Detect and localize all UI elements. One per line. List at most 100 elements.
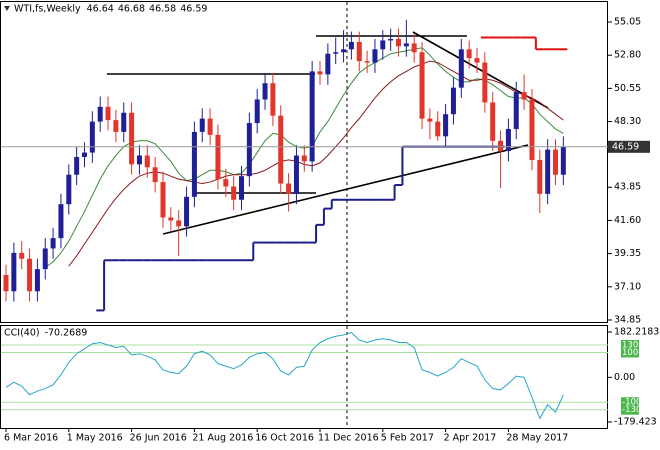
y-tick-label: 37.10	[614, 281, 641, 292]
candle-body	[27, 258, 33, 292]
candle-body	[19, 252, 25, 259]
x-tick-label: 6 Mar 2016	[4, 433, 58, 444]
x-tick-label: 26 Jun 2016	[130, 433, 187, 444]
candle-body	[317, 71, 323, 75]
cci-level-box	[621, 397, 639, 408]
current-price-label: 46.59	[612, 141, 639, 152]
candle-body	[427, 118, 433, 122]
ohlc-value: 46.59	[180, 4, 207, 15]
cci-level-box	[621, 404, 639, 415]
y-tick-label: -179.423	[614, 417, 657, 428]
candle-body	[309, 71, 315, 162]
candle-body	[152, 167, 158, 183]
ohlc-value: 46.64	[87, 4, 114, 15]
y-tick-label: 48.30	[614, 116, 641, 127]
x-tick-label: 16 Oct 2016	[255, 433, 314, 444]
candle-body	[419, 52, 425, 119]
y-tick-label: 50.55	[614, 83, 641, 94]
candle-body	[121, 112, 127, 132]
y-tick-label: 52.80	[614, 50, 641, 61]
y-tick-label: 41.60	[614, 215, 641, 226]
cci-level-box	[621, 347, 639, 358]
candle-body	[199, 118, 205, 132]
candle-body	[105, 106, 111, 121]
candle-body	[325, 53, 331, 75]
candle-body	[364, 61, 370, 63]
candle-body	[348, 41, 354, 50]
candle-body	[278, 115, 284, 184]
candle-body	[207, 118, 213, 135]
candle-body	[458, 49, 464, 88]
candle-body	[356, 41, 362, 62]
cci-panel	[0, 325, 608, 429]
candle-body	[372, 49, 378, 63]
candle-body	[184, 196, 190, 227]
candle-body	[537, 159, 543, 194]
candle-body	[466, 49, 472, 59]
cci-value: -70.2689	[45, 328, 88, 339]
ohlc-value: 46.68	[118, 4, 145, 15]
candle-body	[246, 123, 252, 177]
candle-body	[176, 220, 182, 227]
candle-body	[231, 186, 237, 200]
candle-body	[396, 38, 401, 47]
candle-body	[191, 131, 197, 197]
candle-body	[113, 120, 119, 132]
candle-body	[270, 83, 276, 116]
cci-level-label: -100	[622, 398, 641, 408]
candle-body	[66, 174, 72, 205]
y-tick-label: 39.35	[614, 248, 641, 259]
candle-body	[341, 49, 347, 53]
x-tick-label: 21 Aug 2016	[192, 433, 253, 444]
candle-body	[474, 58, 480, 63]
current-price-box	[608, 140, 650, 153]
x-tick-label: 1 May 2016	[67, 433, 123, 444]
y-tick-label: 0.00	[614, 372, 635, 383]
x-tick-label: 5 Feb 2017	[381, 433, 434, 444]
candle-body	[34, 269, 40, 292]
x-tick-label: 11 Dec 2016	[318, 433, 379, 444]
candle-body	[262, 83, 268, 100]
candle-body	[521, 92, 527, 100]
candle-body	[82, 152, 87, 157]
candle-body	[97, 106, 103, 122]
candle-body	[286, 183, 292, 194]
candle-body	[223, 179, 229, 187]
cci-level-label: 130	[622, 340, 638, 350]
header-icon	[4, 6, 10, 11]
candle-body	[11, 252, 17, 292]
candle-body	[129, 112, 135, 165]
candle-body	[403, 43, 409, 47]
y-tick-label: 43.85	[614, 182, 641, 193]
candle-body	[388, 38, 394, 41]
trend-line	[162, 144, 529, 235]
cci-level-label: 100	[622, 348, 638, 358]
candle-body	[42, 248, 48, 270]
ohlc-value: 46.58	[149, 4, 176, 15]
candle-body	[3, 275, 9, 292]
candle-body	[435, 121, 441, 137]
cci-line	[5, 331, 564, 420]
candle-body	[380, 40, 386, 50]
candle-body	[443, 114, 449, 137]
candle-body	[498, 140, 504, 152]
candle-body	[450, 87, 456, 115]
x-tick-label: 28 May 2017	[506, 433, 568, 444]
candle-body	[333, 52, 339, 54]
candle-body	[74, 156, 80, 175]
cci-title: CCI(40)	[4, 328, 40, 339]
candle-body	[553, 149, 558, 175]
candle-body	[293, 155, 299, 194]
candle-body	[89, 121, 95, 153]
candle-body	[560, 146, 566, 175]
candle-body	[144, 155, 150, 168]
candle-body	[58, 204, 64, 239]
candle-body	[505, 128, 511, 152]
candle-body	[411, 43, 417, 53]
plot-layer	[1, 19, 608, 420]
chart-title: WTI,fs,Weekly	[14, 4, 81, 15]
candle-body	[215, 134, 221, 180]
candle-body	[482, 62, 488, 103]
candle-body	[254, 99, 260, 124]
